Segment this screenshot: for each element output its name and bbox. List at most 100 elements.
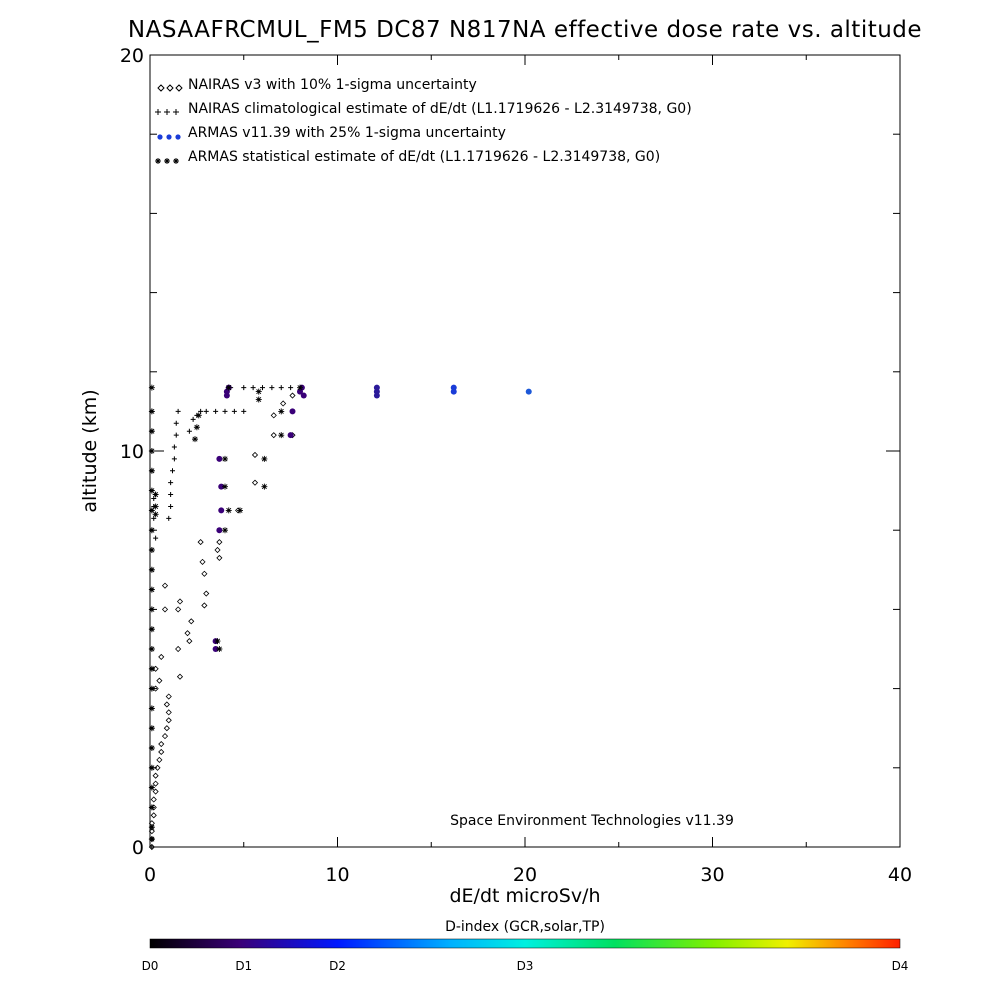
nairas-climatological-point bbox=[166, 515, 172, 521]
armas-statistical-point bbox=[148, 804, 155, 811]
legend-symbol-armas bbox=[157, 134, 181, 140]
legend-entry-4: ARMAS statistical estimate of dE/dt (L1.… bbox=[188, 149, 660, 165]
nairas-climatological-point bbox=[186, 428, 192, 434]
nairas-v3-point bbox=[161, 606, 169, 613]
armas-statistical-point bbox=[237, 507, 243, 514]
x-tick-label: 20 bbox=[513, 864, 537, 886]
nairas-climatological-point bbox=[260, 385, 265, 391]
chart-title: NASAAFRCMUL_FM5 DC87 N817NA effective do… bbox=[128, 17, 922, 43]
nairas-v3-point bbox=[175, 606, 182, 613]
nairas-v3-point bbox=[270, 412, 277, 419]
armas-statistical-point bbox=[225, 507, 232, 514]
legend-symbol-nairas-v3 bbox=[157, 84, 183, 92]
nairas-v3-point bbox=[184, 630, 191, 637]
nairas-climatological-point bbox=[278, 385, 284, 391]
nairas-v3-point bbox=[158, 653, 165, 660]
armas-statistical-point bbox=[148, 566, 155, 573]
nairas-v3-point bbox=[188, 618, 195, 625]
colorbar-label: D3 bbox=[517, 959, 534, 973]
nairas-climatological-point bbox=[173, 420, 179, 426]
nairas-v3-point bbox=[156, 677, 163, 684]
nairas-v3-point bbox=[165, 693, 172, 700]
plot-frame bbox=[149, 54, 901, 848]
armas-point bbox=[287, 432, 294, 439]
nairas-v3-point bbox=[251, 479, 259, 486]
nairas-v3-point bbox=[152, 665, 159, 672]
nairas-v3-point bbox=[270, 432, 277, 439]
nairas-v3-point bbox=[165, 717, 172, 724]
nairas-v3-point bbox=[216, 539, 223, 546]
credit-annotation: Space Environment Technologies v11.39 bbox=[450, 813, 734, 829]
armas-statistical-point bbox=[148, 824, 155, 831]
colorbar bbox=[149, 938, 901, 949]
nairas-v3-point bbox=[186, 638, 193, 645]
nairas-v3-point bbox=[158, 748, 165, 756]
legend-entry-1: NAIRAS v3 with 10% 1-sigma uncertainty bbox=[188, 77, 477, 93]
armas-statistical-point bbox=[214, 638, 221, 645]
armas-point bbox=[218, 483, 225, 490]
legend-symbol-nairas-climatological bbox=[155, 109, 179, 115]
nairas-v3-point bbox=[152, 780, 159, 787]
colorbar-label: D1 bbox=[235, 959, 252, 973]
armas-statistical-point bbox=[222, 527, 228, 534]
armas-statistical-point bbox=[152, 511, 159, 518]
nairas-v3-point bbox=[175, 645, 182, 653]
colorbar-label: D0 bbox=[142, 959, 159, 973]
nairas-v3-point bbox=[150, 796, 157, 803]
x-tick-label: 0 bbox=[144, 864, 156, 886]
armas-statistical-point bbox=[255, 388, 262, 395]
legend-entry-2: NAIRAS climatological estimate of dE/dt … bbox=[188, 101, 692, 117]
nairas-v3-point bbox=[156, 756, 163, 763]
x-tick-label: 30 bbox=[700, 864, 724, 886]
x-tick-label: 40 bbox=[888, 864, 912, 886]
nairas-v3-point bbox=[163, 701, 170, 708]
armas-point bbox=[216, 527, 223, 534]
nairas-climatological-point bbox=[222, 408, 228, 414]
nairas-climatological-point bbox=[153, 535, 159, 541]
nairas-climatological-point bbox=[241, 408, 247, 414]
nairas-v3-point bbox=[154, 764, 161, 771]
y-tick-label: 20 bbox=[120, 45, 144, 67]
nairas-climatological-point bbox=[190, 416, 196, 422]
nairas-v3-point bbox=[158, 740, 165, 748]
legend-symbol-armas-statistical bbox=[155, 158, 179, 164]
nairas-v3-point bbox=[289, 392, 296, 399]
armas-statistical-point bbox=[148, 685, 155, 692]
armas-statistical-point bbox=[297, 384, 303, 391]
armas-statistical-point bbox=[148, 836, 155, 843]
armas-point bbox=[300, 392, 307, 399]
nairas-v3-point bbox=[280, 400, 287, 407]
nairas-v3-point bbox=[201, 570, 208, 577]
armas-statistical-point bbox=[278, 408, 285, 415]
armas-statistical-point bbox=[148, 527, 155, 534]
x-axis-label: dE/dt microSv/h bbox=[449, 885, 600, 907]
armas-statistical-point bbox=[148, 507, 155, 514]
colorbar-label: D4 bbox=[892, 959, 909, 973]
nairas-v3-point bbox=[216, 554, 223, 561]
armas-point bbox=[373, 392, 380, 399]
armas-point bbox=[223, 392, 230, 399]
nairas-v3-point bbox=[201, 602, 208, 609]
armas-statistical-point bbox=[148, 606, 155, 613]
nairas-v3-point bbox=[152, 685, 159, 692]
x-tick-label: 10 bbox=[325, 864, 349, 886]
nairas-v3-point bbox=[203, 590, 210, 597]
nairas-v3-point bbox=[176, 598, 184, 605]
armas-statistical-point bbox=[148, 665, 155, 672]
legend-entry-3: ARMAS v11.39 with 25% 1-sigma uncertaint… bbox=[188, 125, 506, 141]
armas-point bbox=[450, 384, 457, 391]
colorbar-title: D-index (GCR,solar,TP) bbox=[445, 919, 605, 935]
nairas-v3-point bbox=[148, 820, 155, 827]
armas-statistical-point bbox=[148, 705, 155, 712]
nairas-v3-point bbox=[165, 709, 172, 716]
nairas-v3-point bbox=[161, 733, 169, 740]
nairas-v3-point bbox=[214, 546, 221, 554]
armas-statistical-point bbox=[261, 483, 268, 490]
armas-statistical-point bbox=[152, 503, 159, 510]
y-tick-label: 0 bbox=[132, 837, 144, 859]
armas-statistical-point bbox=[255, 396, 262, 403]
nairas-climatological-point bbox=[288, 385, 294, 391]
nairas-climatological-point bbox=[171, 444, 177, 450]
armas-point bbox=[373, 384, 380, 391]
